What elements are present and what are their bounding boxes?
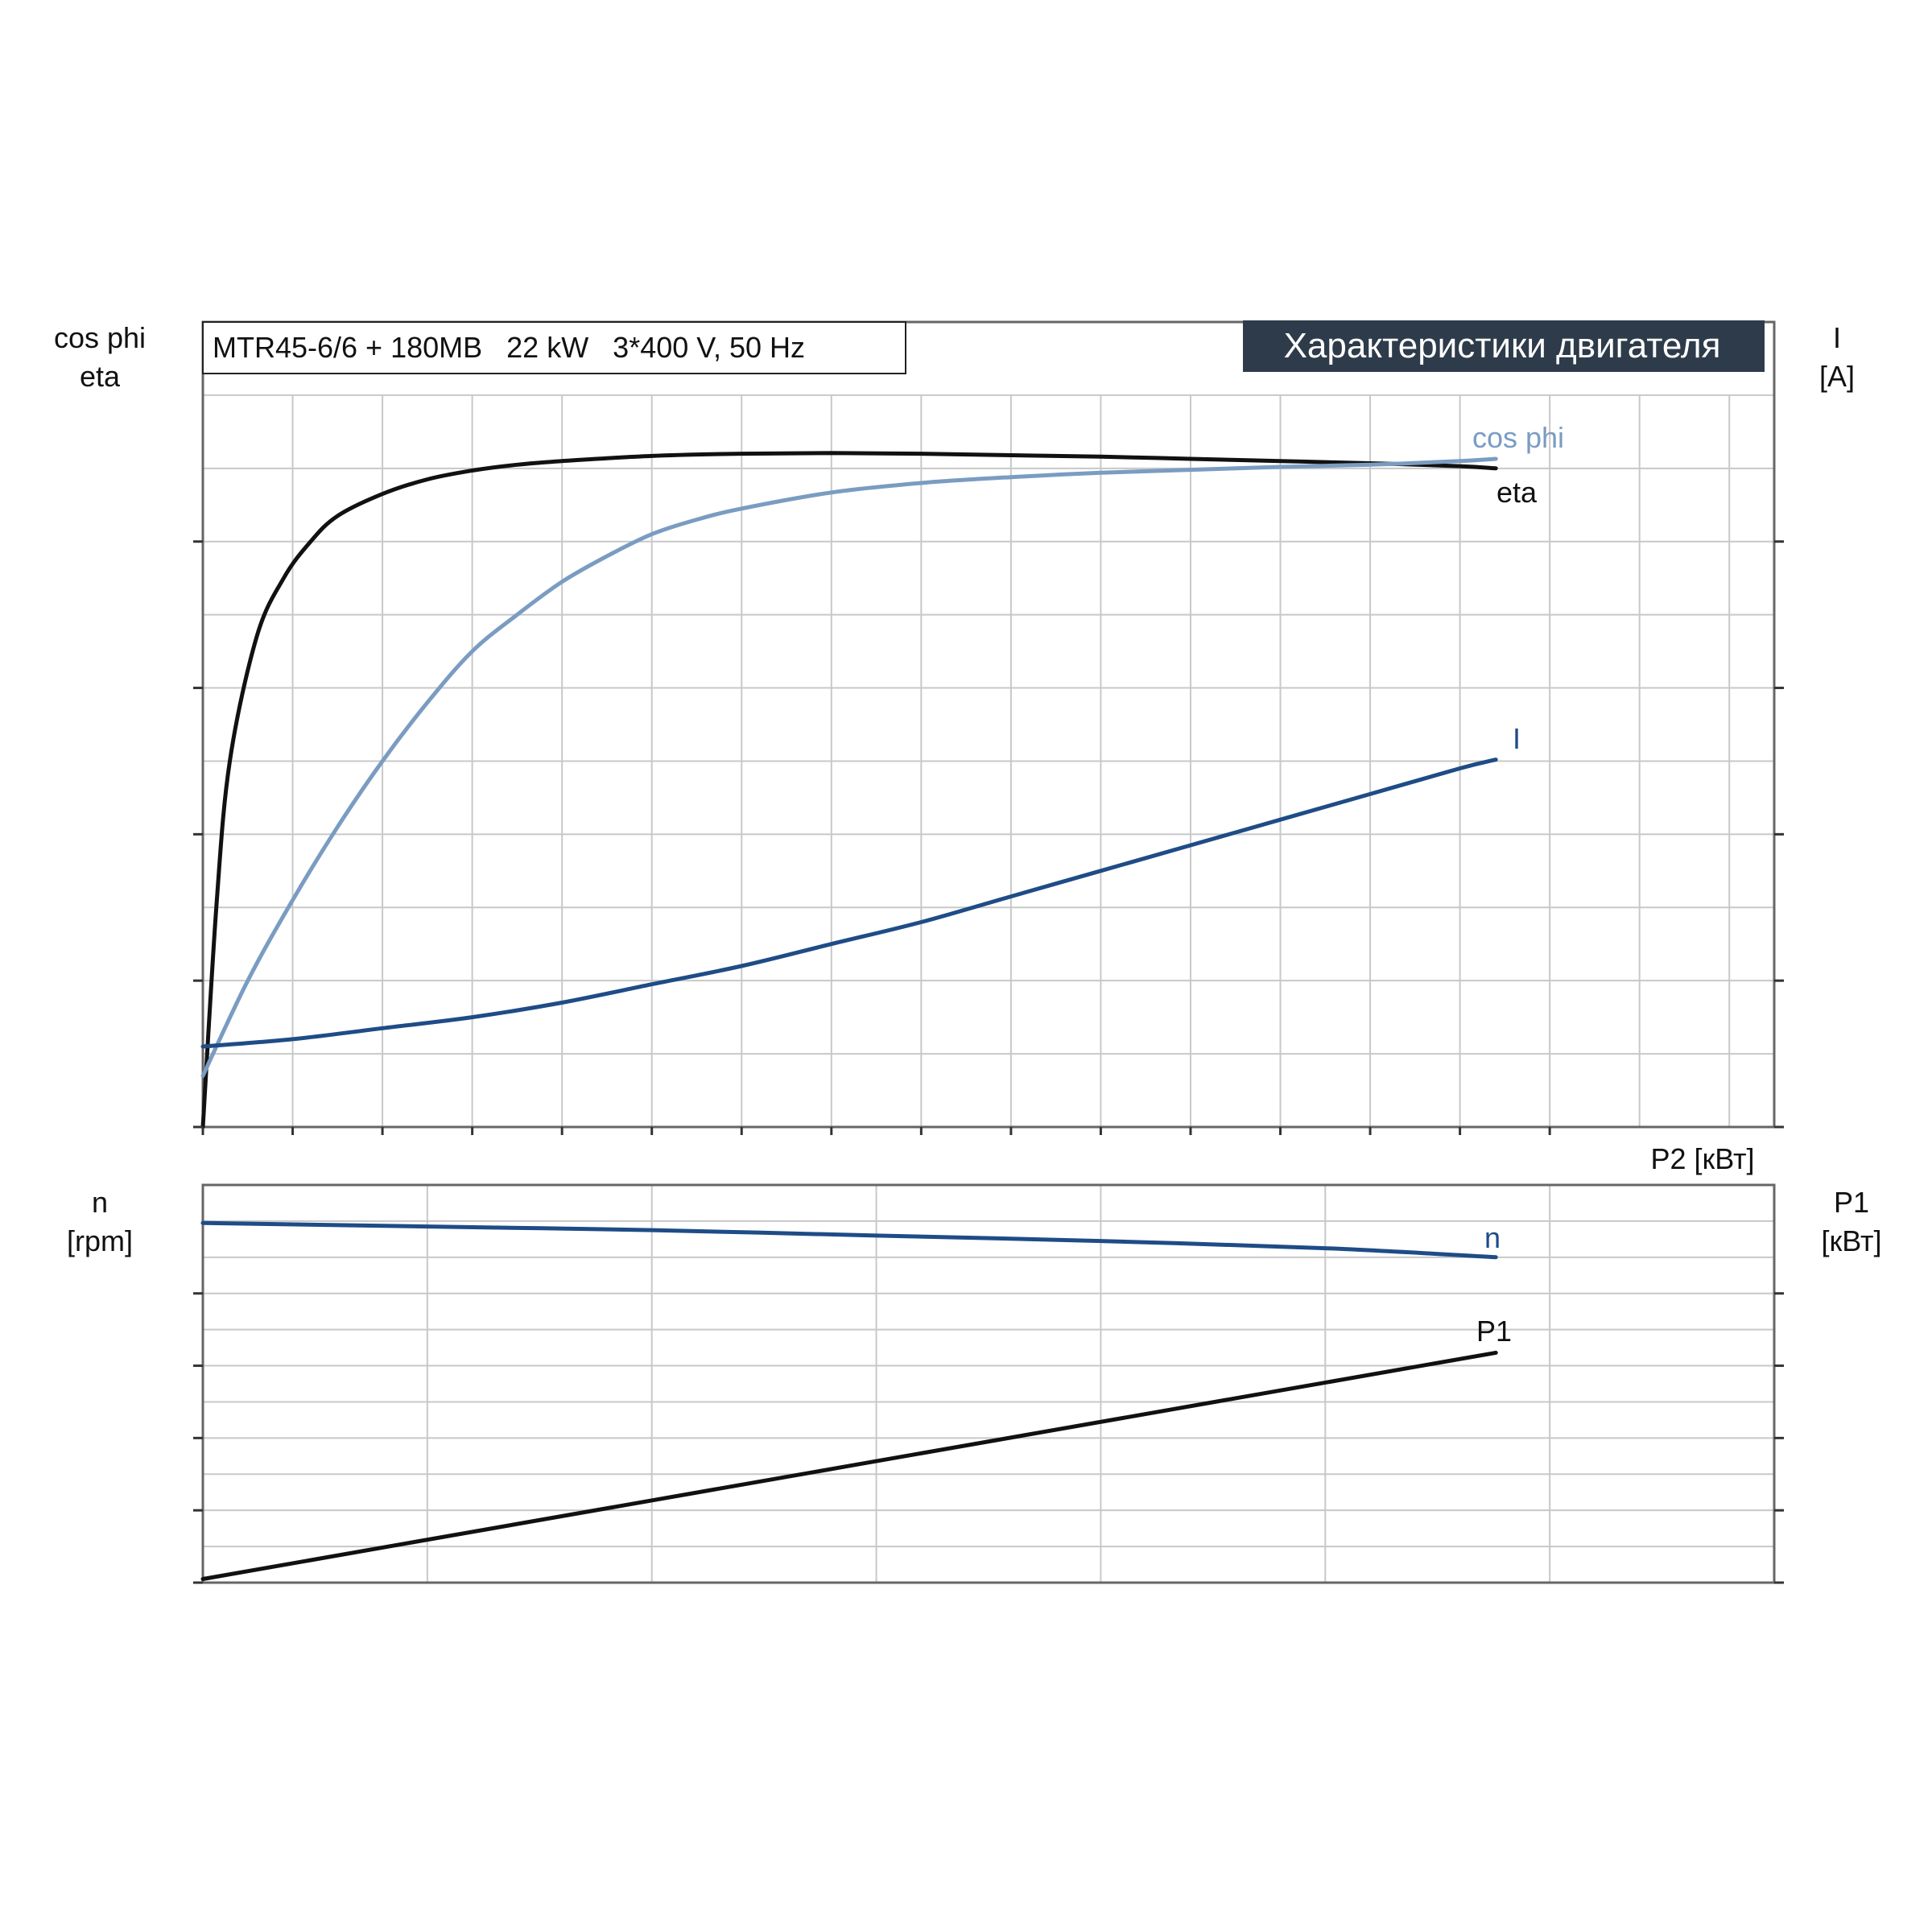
lower-right-axis-title-line2: [кВт] xyxy=(1821,1224,1881,1257)
series-label-speed: n xyxy=(1484,1221,1501,1254)
model-label-box xyxy=(202,321,906,374)
right-axis-title-line2: [A] xyxy=(1819,360,1855,393)
lower-plot-frame xyxy=(201,1183,1776,1584)
upper-plot-frame xyxy=(201,320,1776,1129)
lower-left-axis-title-line2: [rpm] xyxy=(67,1224,133,1257)
title-banner-bg xyxy=(1243,320,1765,372)
series-label-p1: P1 xyxy=(1476,1315,1512,1348)
left-axis-title-line1: cos phi xyxy=(54,321,146,354)
series-line-speed xyxy=(200,1220,1498,1260)
series-line-cosphi xyxy=(200,456,1498,1078)
lower-right-axis-title-line1: P1 xyxy=(1834,1186,1869,1219)
series-line-current xyxy=(200,758,1498,1049)
x-axis-title: P2 [кВт] xyxy=(1650,1142,1754,1175)
series-label-eta: eta xyxy=(1496,476,1538,509)
series-label-cosphi: cos phi xyxy=(1472,421,1564,454)
series-layer xyxy=(200,451,1498,1581)
lower-left-axis-title-line1: n xyxy=(92,1186,108,1219)
title-banner: Характеристики двигателя xyxy=(1284,326,1721,365)
series-line-p1 xyxy=(200,1350,1498,1581)
left-axis-title-line2: eta xyxy=(80,360,121,393)
lower-grid xyxy=(201,1183,1776,1584)
series-label-current: I xyxy=(1513,722,1521,755)
model-label: MTR45-6/6 + 180MB 22 kW 3*400 V, 50 Hz xyxy=(213,331,805,364)
ticks-layer xyxy=(193,540,1784,1584)
upper-grid xyxy=(201,320,1776,1129)
series-line-eta xyxy=(200,451,1498,1129)
right-axis-title-line1: I xyxy=(1833,321,1841,354)
